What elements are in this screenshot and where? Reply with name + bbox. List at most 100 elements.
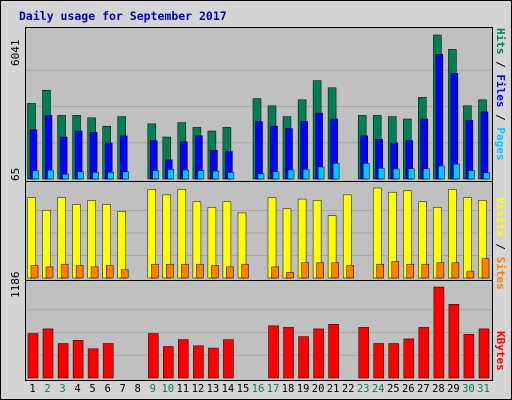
files-bar-day-3: [59, 136, 68, 180]
legend-visits-sites: Visits / Sites: [494, 197, 512, 290]
kbytes-bar-day-24: [373, 343, 384, 379]
day-label-22: 22: [341, 383, 355, 395]
legend-sites: Sites: [494, 256, 507, 290]
visits-bar-day-30: [463, 197, 472, 279]
day-label-26: 26: [401, 383, 415, 395]
sites-bar-day-26: [406, 263, 415, 279]
pages-bar-day-7: [122, 171, 129, 180]
y-axis-max-kbytes: 1186: [9, 271, 22, 299]
sites-bar-day-18: [286, 272, 294, 279]
day-label-16: 16: [251, 383, 265, 395]
sites-bar-day-19: [301, 262, 309, 279]
pages-bar-day-26: [408, 168, 415, 180]
legend-files: Files: [494, 74, 507, 108]
files-bar-day-31: [480, 111, 489, 180]
sites-bar-day-27: [421, 263, 430, 279]
pages-bar-day-9: [152, 170, 160, 180]
kbytes-bar-day-4: [72, 340, 84, 379]
files-bar-day-28: [435, 53, 444, 180]
files-bar-day-16: [255, 121, 263, 180]
sites-bar-day-3: [60, 263, 69, 279]
sites-bar-day-29: [451, 262, 460, 279]
pages-bar-day-31: [483, 172, 490, 180]
day-label-5: 5: [89, 383, 96, 395]
day-label-23: 23: [356, 383, 370, 395]
legend-hits-files-pages: Hits / Files / Pages: [494, 28, 512, 178]
sites-bar-day-11: [181, 263, 189, 279]
kbytes-bar-day-17: [268, 325, 279, 379]
panel-visits-sites: [25, 181, 493, 281]
visits-bar-day-17: [267, 197, 277, 279]
sites-bar-day-20: [316, 262, 324, 279]
y-axis-max-visits: 65: [9, 167, 22, 181]
pages-bar-day-20: [317, 166, 325, 180]
legend-visits: Visits: [494, 197, 507, 237]
sites-bar-day-22: [346, 265, 354, 279]
kbytes-bar-day-20: [313, 328, 324, 379]
day-label-21: 21: [326, 383, 340, 395]
visits-bar-day-5: [87, 200, 96, 279]
pages-bar-day-27: [423, 168, 430, 180]
day-label-31: 31: [477, 383, 490, 395]
sites-bar-day-2: [45, 266, 54, 279]
panel-kbytes: [25, 280, 493, 381]
pages-bar-day-30: [468, 170, 475, 180]
pages-bar-day-10: [167, 169, 175, 180]
pages-bar-day-14: [227, 172, 235, 180]
sites-bar-day-9: [151, 263, 159, 279]
day-label-13: 13: [206, 383, 220, 395]
sites-bar-day-10: [166, 263, 174, 279]
sites-bar-day-4: [75, 265, 84, 279]
pages-bar-day-5: [92, 172, 99, 180]
day-label-24: 24: [371, 383, 385, 395]
day-label-14: 14: [221, 383, 235, 395]
sites-bar-day-1: [30, 265, 39, 279]
sites-bar-day-21: [331, 262, 339, 279]
day-label-19: 19: [296, 383, 310, 395]
kbytes-bar-day-3: [57, 343, 69, 379]
day-label-8: 8: [134, 383, 141, 395]
pages-bar-day-3: [62, 173, 69, 180]
day-label-11: 11: [176, 383, 190, 395]
kbytes-bar-day-30: [463, 334, 475, 379]
day-label-6: 6: [104, 383, 111, 395]
day-label-7: 7: [119, 383, 126, 395]
sites-bar-day-13: [211, 265, 219, 279]
kbytes-bar-day-13: [208, 347, 219, 379]
sites-bar-day-24: [376, 263, 384, 279]
pages-bar-day-19: [302, 169, 310, 180]
sites-bar-day-28: [436, 262, 445, 279]
pages-bar-day-12: [197, 170, 205, 180]
pages-bar-day-6: [107, 172, 114, 180]
day-label-27: 27: [416, 383, 430, 395]
legend-pages: Pages: [494, 127, 507, 161]
pages-bar-day-17: [272, 171, 280, 180]
kbytes-bar-day-12: [193, 345, 204, 379]
kbytes-bar-day-6: [102, 343, 114, 379]
kbytes-bar-day-19: [298, 336, 309, 379]
pages-bar-day-4: [77, 171, 84, 180]
files-bar-day-5: [89, 131, 98, 180]
visits-bar-day-18: [282, 208, 292, 279]
day-label-12: 12: [191, 383, 205, 395]
day-label-10: 10: [161, 383, 175, 395]
day-label-28: 28: [432, 383, 445, 395]
day-label-1: 1: [29, 383, 36, 395]
sites-bar-day-17: [271, 266, 279, 279]
kbytes-bar-day-18: [283, 327, 294, 379]
kbytes-bar-day-25: [388, 343, 400, 379]
sites-bar-day-30: [466, 270, 475, 279]
kbytes-bar-day-11: [178, 339, 189, 379]
day-label-17: 17: [266, 383, 280, 395]
kbytes-bar-day-9: [148, 333, 159, 379]
sites-bar-day-25: [391, 261, 400, 279]
kbytes-bar-day-29: [448, 304, 460, 379]
y-axis-label-hits: 6041: [9, 27, 23, 79]
sites-bar-day-7: [120, 269, 129, 279]
sites-bar-day-31: [481, 258, 490, 279]
hits-files-pages-bars: [26, 34, 492, 180]
day-label-29: 29: [447, 383, 460, 395]
pages-bar-day-29: [453, 163, 460, 180]
kbytes-bar-day-26: [403, 338, 415, 379]
